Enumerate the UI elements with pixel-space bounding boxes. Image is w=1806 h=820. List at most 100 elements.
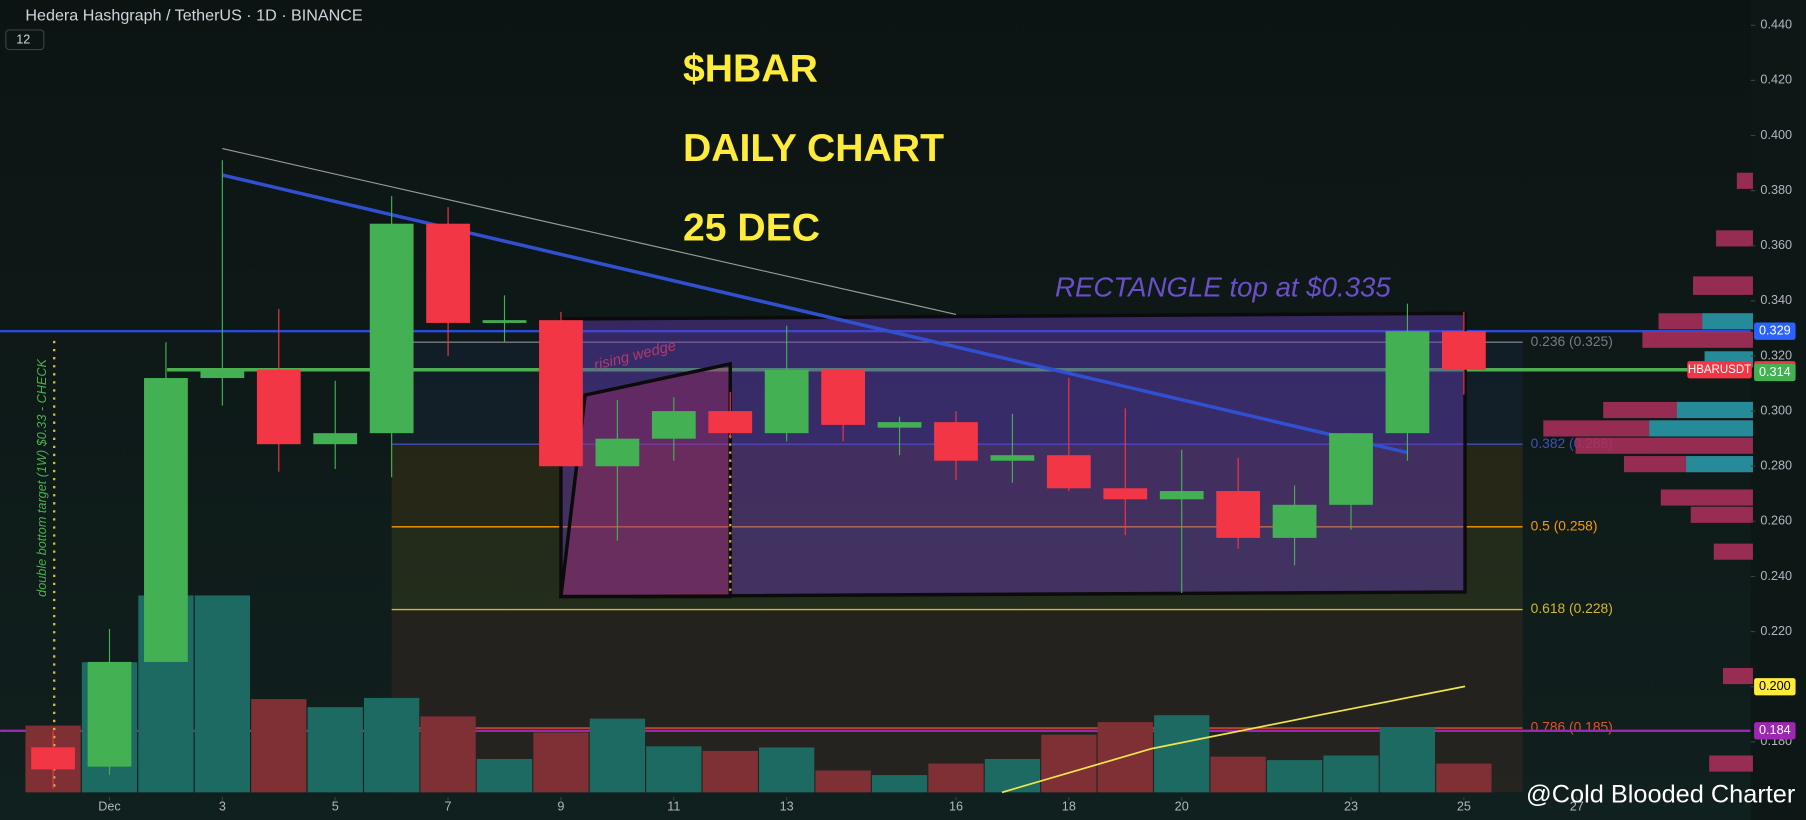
profile-bar [1693, 276, 1753, 295]
x-tick-label: 16 [949, 800, 963, 814]
candle-body [877, 422, 922, 428]
volume-bar [984, 758, 1041, 793]
profile-bar [1660, 489, 1753, 506]
x-tick-label: 11 [667, 800, 680, 814]
volume-bar [1154, 715, 1210, 793]
profile-bar [1676, 401, 1753, 419]
candle-body [764, 369, 809, 434]
volume-bar [759, 747, 815, 793]
y-tick-label: 0.340 [1760, 293, 1792, 307]
volume-bar [1436, 763, 1492, 793]
profile-bar [1736, 172, 1753, 189]
price-tag [1754, 363, 1796, 382]
moving-average [1001, 685, 1466, 794]
indicator-count[interactable]: 12 [16, 33, 30, 47]
volume-bar [871, 775, 928, 793]
candle-body [31, 747, 75, 770]
profile-bar [1716, 230, 1753, 247]
candle-body [1272, 504, 1317, 538]
candle-body [482, 320, 527, 323]
y-tick-label: 0.320 [1760, 348, 1792, 362]
price-tag [1754, 678, 1796, 696]
candle-body [87, 661, 132, 767]
candle-body [1103, 488, 1148, 500]
candle-body [1329, 433, 1373, 505]
y-tick-label: 0.360 [1760, 238, 1792, 252]
volume-bar [533, 732, 589, 793]
side-note: double bottom target (1W) $0.33 - CHECK [35, 359, 49, 597]
profile-bar [1575, 437, 1753, 454]
candle-body [708, 411, 753, 434]
profile-bar [1702, 313, 1753, 330]
candle-body [990, 455, 1035, 461]
price-tag-label: 0.314 [1759, 365, 1791, 379]
x-tick-label: 7 [445, 800, 452, 814]
y-tick-label: 0.380 [1760, 183, 1792, 197]
x-tick-label: 13 [780, 800, 794, 814]
volume-bar [364, 697, 420, 793]
candle-body [1441, 331, 1486, 370]
candle-body [144, 378, 188, 662]
fib-label: 0.786 (0.185) [1531, 719, 1613, 735]
x-tick-label: 9 [557, 800, 564, 814]
profile-bar [1649, 420, 1753, 437]
price-tag [1754, 722, 1796, 740]
volume-bar [307, 707, 363, 793]
x-tick-label: 18 [1062, 800, 1076, 814]
candle-body [1159, 491, 1204, 500]
volume-bar [1323, 755, 1379, 793]
price-tag-label: 0.184 [1759, 723, 1791, 737]
volume-bar [702, 750, 758, 793]
y-tick-label: 0.220 [1760, 624, 1792, 638]
fib-label: 0.618 (0.228) [1531, 600, 1613, 616]
candle-body [651, 411, 696, 439]
profile-bar [1713, 543, 1753, 560]
y-tick-label: 0.260 [1760, 514, 1792, 528]
volume-bar [646, 746, 702, 793]
profile-bar [1709, 755, 1753, 772]
candle-body [313, 433, 358, 445]
price-tag-name-box [1687, 361, 1752, 379]
trend-line-thin [222, 148, 957, 315]
volume-bar [420, 716, 476, 793]
x-tick-label: 25 [1457, 800, 1471, 814]
axes: 0.440 0.420 0.400 0.380 0.360 0.340 0.320 0.300… [98, 18, 1796, 814]
volume-bar [928, 763, 984, 793]
y-tick-label: 0.280 [1760, 459, 1792, 473]
fib-label: 0.236 (0.325) [1531, 333, 1613, 349]
fib-zone [391, 609, 1523, 729]
volume-bar [1379, 727, 1436, 793]
x-tick-label: 23 [1344, 800, 1358, 814]
symbol-title: Hedera Hashgraph / TetherUS · 1D · BINAN… [25, 6, 362, 24]
candle-body [369, 223, 414, 434]
volume-bar [194, 595, 250, 793]
candle-body [1216, 491, 1261, 538]
price-tag-label: 0.329 [1759, 324, 1791, 338]
plot [31, 160, 1486, 789]
price-tag-name: HBARUSDT [1688, 364, 1751, 376]
rising-wedge [559, 361, 732, 599]
indicator-toggle[interactable] [5, 29, 45, 51]
title-line: DAILY CHART [683, 127, 944, 170]
title-line: $HBAR [683, 48, 818, 91]
y-tick-label: 0.240 [1760, 569, 1792, 583]
candle-body [539, 320, 583, 467]
x-tick-label: 27 [1570, 800, 1584, 814]
candle-body [595, 438, 640, 467]
volume-bar [251, 699, 307, 793]
x-tick-label: 5 [332, 800, 339, 814]
watermark: @Cold Blooded Charter [1526, 781, 1796, 809]
profile-bar [1686, 456, 1753, 473]
volume-bar [589, 718, 646, 793]
y-tick-label: 0.300 [1760, 403, 1792, 417]
candle-body [1385, 331, 1430, 434]
volume-bar [1266, 760, 1323, 793]
title-line: 25 DEC [683, 207, 820, 250]
profile-bar [1642, 331, 1753, 348]
trend-line [221, 173, 1408, 455]
candle-body [256, 369, 301, 445]
y-tick-label: 0.420 [1760, 73, 1792, 87]
